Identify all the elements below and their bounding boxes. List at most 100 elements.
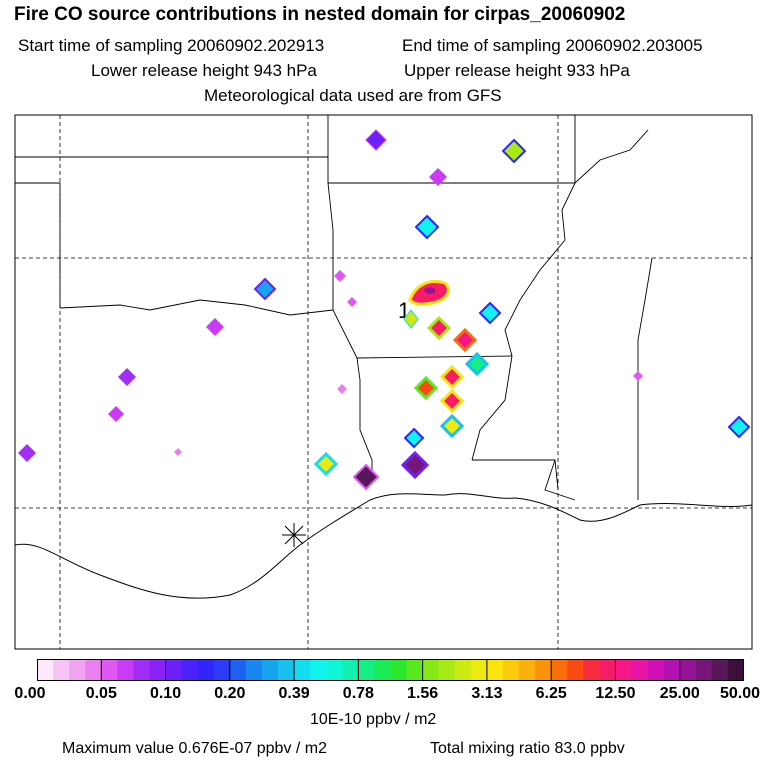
colorbar-swatch (294, 659, 311, 681)
colorbar-swatch (567, 659, 584, 681)
colorbar-swatch (278, 659, 295, 681)
main-plume-core (424, 287, 436, 294)
colorbar-swatch (502, 659, 520, 681)
colorbar-tick-label: 6.25 (535, 685, 567, 702)
colorbar-swatch (69, 659, 86, 681)
source-marker (118, 368, 136, 386)
source-marker (439, 413, 465, 439)
colorbar-swatch (390, 659, 408, 681)
source-marker (426, 315, 452, 341)
source-marker (337, 384, 347, 394)
colorbar-swatch (615, 659, 633, 681)
map-title: Fire CO source contributions in nested d… (14, 4, 626, 25)
graticule (15, 115, 752, 649)
colorbar-swatch (133, 659, 150, 681)
source-marker (403, 309, 419, 329)
colorbar-swatch (342, 659, 359, 681)
colorbar-swatch (422, 659, 440, 681)
colorbar-tick-label: 0.20 (214, 685, 246, 702)
lower-height-label: Lower release height 943 hPa (91, 61, 317, 80)
start-time-label: Start time of sampling 20060902.202913 (18, 36, 325, 55)
source-marker (352, 463, 380, 491)
colorbar-swatch (647, 659, 665, 681)
colorbar-tick-label: 0.39 (278, 685, 310, 702)
state-borders (15, 115, 653, 501)
source-contributions (18, 129, 751, 491)
colorbar-tick-label: 50.00 (719, 685, 761, 702)
colorbar-swatch (519, 659, 536, 681)
colorbar-units: 10E-10 ppbv / m2 (310, 711, 437, 728)
end-time-label: End time of sampling 20060902.203005 (402, 36, 703, 55)
source-marker (174, 448, 182, 456)
colorbar-swatch (679, 659, 697, 681)
colorbar-swatch (663, 659, 681, 681)
colorbar-swatch (711, 659, 729, 681)
source-marker (452, 327, 478, 353)
source-marker (253, 277, 277, 301)
colorbar-swatch (197, 659, 215, 681)
colorbar-swatch (37, 659, 54, 681)
source-marker (18, 444, 36, 462)
colorbar-swatch (165, 659, 183, 681)
colorbar-swatch (117, 659, 134, 681)
max-value-label: Maximum value 0.676E-07 ppbv / m2 (62, 740, 328, 757)
colorbar-swatch (53, 659, 70, 681)
source-marker (365, 129, 387, 151)
source-marker (633, 371, 643, 381)
colorbar-swatch (631, 659, 649, 681)
colorbar-frame (37, 659, 744, 681)
colorbar-swatch (695, 659, 713, 681)
colorbar-swatch (245, 659, 263, 681)
colorbar-tick-label: 25.00 (659, 685, 700, 702)
source-marker (464, 351, 490, 377)
release-site-marker (282, 523, 306, 547)
colorbar-tick-label: 0.00 (14, 685, 46, 702)
source-marker (439, 364, 465, 390)
colorbar-swatch (551, 659, 568, 681)
colorbar-swatch (486, 659, 504, 681)
source-marker (400, 450, 430, 480)
colorbar-swatch (181, 659, 199, 681)
colorbar-tick-label: 12.50 (595, 685, 636, 702)
source-marker (403, 427, 425, 449)
colorbar-swatch (85, 659, 102, 681)
source-marker (478, 301, 502, 325)
colorbar-swatch (149, 659, 167, 681)
coastline (14, 493, 753, 599)
source-marker (501, 138, 527, 164)
colorbar-swatch (535, 659, 552, 681)
source-marker (413, 375, 439, 401)
colorbar (37, 659, 744, 681)
source-marker (439, 388, 465, 414)
source-marker (727, 415, 751, 439)
colorbar-tick-label: 0.05 (85, 685, 117, 702)
source-marker (206, 318, 224, 336)
colorbar-tick-label: 0.78 (342, 685, 374, 702)
colorbar-swatch (454, 659, 472, 681)
colorbar-tick-label: 0.10 (149, 685, 182, 702)
colorbar-swatch (406, 659, 424, 681)
colorbar-swatch (438, 659, 456, 681)
colorbar-swatch (326, 659, 343, 681)
colorbar-tick-label: 3.13 (471, 685, 503, 702)
total-mixing-ratio-label: Total mixing ratio 83.0 ppbv (430, 740, 625, 757)
colorbar-swatch (261, 659, 279, 681)
source-marker (313, 451, 339, 477)
colorbar-swatch (599, 659, 616, 681)
source-marker (334, 270, 346, 282)
colorbar-tick-label: 1.56 (407, 685, 439, 702)
source-marker (347, 297, 357, 307)
source-marker (414, 214, 440, 240)
map-frame (14, 114, 753, 650)
colorbar-swatch (583, 659, 600, 681)
colorbar-swatch (727, 659, 744, 681)
colorbar-swatch (358, 659, 375, 681)
colorbar-swatch (213, 659, 231, 681)
colorbar-swatch (470, 659, 488, 681)
colorbar-swatch (310, 659, 327, 681)
colorbar-swatch (101, 659, 118, 681)
source-marker (429, 168, 447, 186)
colorbar-swatch (374, 659, 391, 681)
upper-height-label: Upper release height 933 hPa (404, 61, 630, 80)
